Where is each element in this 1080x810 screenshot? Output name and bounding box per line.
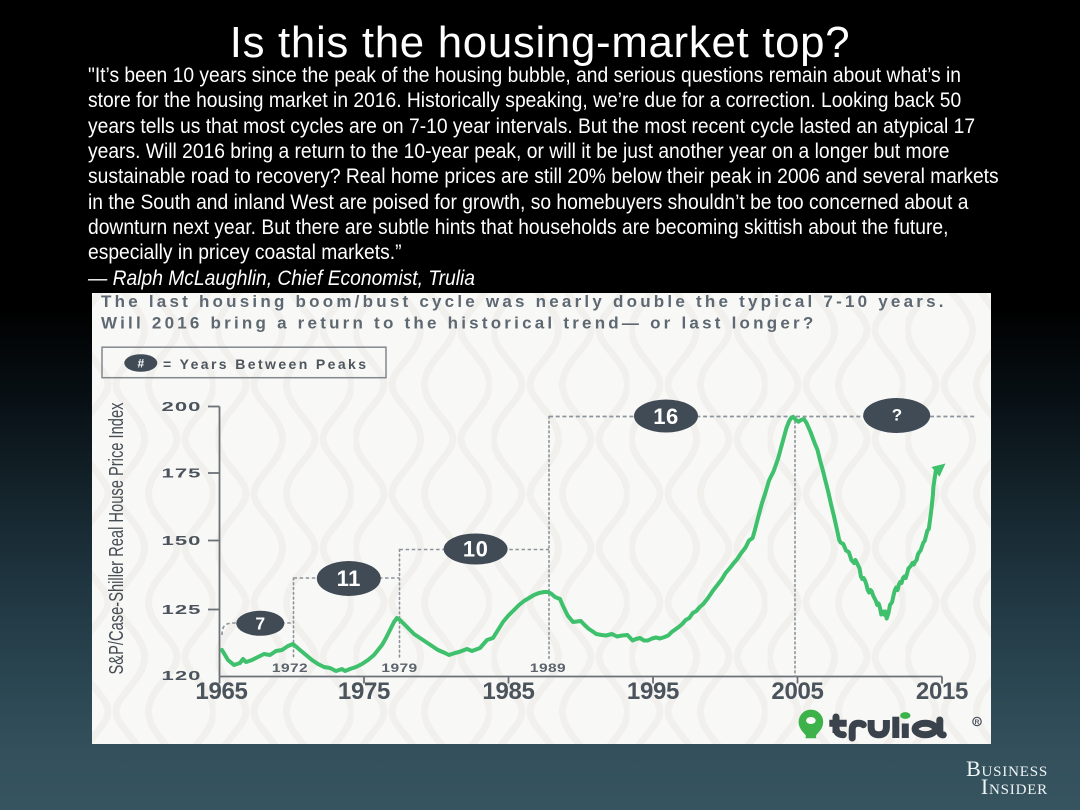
svg-text:S&P/Case-Shiller Real House Pr: S&P/Case-Shiller Real House Price Index: [106, 403, 128, 675]
svg-text:7: 7: [255, 614, 265, 634]
svg-text:1975: 1975: [338, 678, 390, 705]
svg-text:11: 11: [337, 566, 361, 591]
svg-text:1979: 1979: [381, 662, 417, 675]
svg-text:1995: 1995: [627, 678, 679, 705]
svg-text:1965: 1965: [195, 678, 247, 705]
svg-text:175: 175: [162, 466, 202, 480]
svg-text:1989: 1989: [530, 662, 566, 675]
svg-text:2005: 2005: [771, 678, 823, 705]
svg-text:?: ?: [892, 406, 902, 425]
svg-text:10: 10: [463, 537, 488, 562]
svg-text:R: R: [975, 719, 980, 726]
svg-text:The last housing boom/bust cyc: The last housing boom/bust cycle was nea…: [101, 293, 947, 311]
svg-text:#: #: [137, 356, 144, 370]
svg-text:150: 150: [162, 534, 202, 548]
svg-text:= Years Between Peaks: = Years Between Peaks: [163, 356, 368, 372]
svg-text:Will 2016 bring a return to th: Will 2016 bring a return to the historic…: [101, 314, 816, 333]
svg-text:200: 200: [162, 400, 202, 414]
svg-text:1985: 1985: [482, 678, 534, 705]
svg-text:16: 16: [653, 404, 678, 429]
svg-text:2015: 2015: [916, 678, 968, 705]
svg-text:120: 120: [162, 669, 202, 683]
svg-text:125: 125: [162, 603, 202, 617]
svg-text:1972: 1972: [272, 662, 308, 675]
